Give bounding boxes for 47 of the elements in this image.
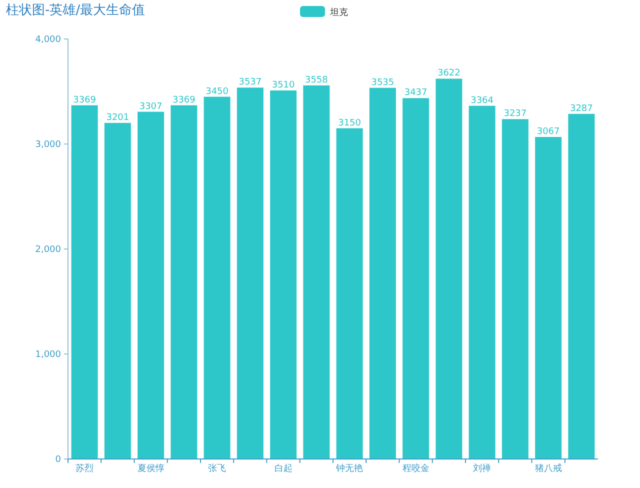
data-label: 3537 (238, 78, 262, 88)
bar (336, 128, 363, 459)
data-label: 3237 (504, 109, 527, 120)
bar (436, 78, 462, 459)
bar (71, 105, 98, 459)
bar (236, 88, 264, 459)
bar (535, 136, 562, 459)
data-label: 3535 (371, 78, 394, 88)
legend-label: 坦克 (329, 7, 348, 18)
data-label: 3201 (106, 112, 130, 123)
data-label: 3067 (536, 126, 560, 137)
data-label: 3558 (304, 75, 328, 86)
data-label: 3364 (470, 96, 494, 106)
bar (104, 122, 131, 459)
bar (204, 96, 230, 459)
x-tick-label: 苏烈 (76, 463, 94, 474)
y-tick-label: 2,000 (35, 245, 62, 255)
bar (502, 119, 528, 459)
data-label: 3369 (73, 95, 96, 106)
data-label: 3437 (404, 88, 428, 98)
y-tick-label: 3,000 (35, 140, 62, 150)
y-tick-label: 1,000 (35, 350, 62, 360)
x-tick-label: 程咬金 (402, 463, 430, 474)
chart-title: 柱状图-英雄/最大生命值 (6, 3, 146, 18)
data-label: 3307 (139, 102, 162, 112)
data-label: 3450 (206, 86, 229, 97)
data-label: 3622 (437, 68, 460, 79)
data-label: 3150 (338, 118, 362, 128)
bar (270, 90, 297, 459)
x-tick-label: 白起 (274, 463, 292, 474)
data-label: 3369 (172, 95, 196, 106)
y-tick-label: 4,000 (35, 35, 62, 45)
x-tick-label: 夏侯惇 (137, 463, 164, 474)
x-tick-label: 猪八戒 (534, 463, 562, 474)
bar (402, 98, 430, 459)
x-tick-label: 刘禅 (473, 463, 492, 474)
y-tick-label: 0 (55, 455, 62, 465)
bar (170, 105, 198, 459)
bar (468, 106, 496, 459)
bar (138, 112, 164, 459)
data-label: 3510 (272, 80, 296, 90)
x-tick-label: 钟无艳 (335, 463, 364, 474)
bar (369, 88, 396, 459)
bar (568, 114, 595, 459)
bar (303, 85, 330, 459)
x-tick-label: 张飞 (208, 463, 226, 474)
data-label: 3287 (570, 104, 593, 114)
